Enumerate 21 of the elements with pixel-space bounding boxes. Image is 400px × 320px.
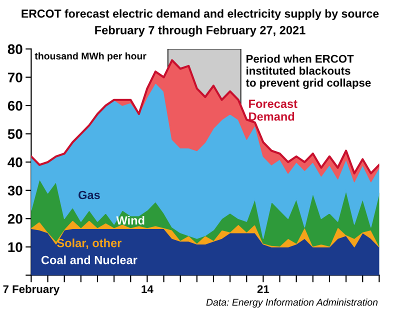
text: Data: Energy Information Administration xyxy=(206,298,378,308)
y-tick-label: 60 xyxy=(8,100,22,111)
y-tick-label: 70 xyxy=(8,72,22,82)
y-tick-label: 40 xyxy=(8,157,22,168)
y-tick-label: 50 xyxy=(8,129,22,139)
y-tick-label: 80 xyxy=(8,44,22,54)
y-axis-title: thousand MWh per hour xyxy=(34,52,146,62)
series-label: Wind xyxy=(116,216,144,225)
chart-subtitle: February 7 through February 27, 2021 xyxy=(95,26,306,37)
x-tick-label: 7 February xyxy=(3,284,60,296)
series-label: Gas xyxy=(78,190,100,200)
series-label: Coal and Nuclear xyxy=(41,256,138,264)
y-tick-label: 10 xyxy=(8,242,22,252)
series-label: Solar, other xyxy=(57,238,122,249)
chart-title: ERCOT forecast electric demand and electricity supply by source xyxy=(22,9,379,20)
x-tick-label: 21 xyxy=(257,285,270,293)
series-label: Forecast Demand xyxy=(249,100,298,121)
band-label: Period when ERCOT instituted blackouts to prevent grid collapse xyxy=(246,54,371,89)
y-tick-label: 30 xyxy=(8,186,22,196)
y-tick-label: 20 xyxy=(8,214,22,224)
x-tick-label: 14 xyxy=(142,285,154,293)
